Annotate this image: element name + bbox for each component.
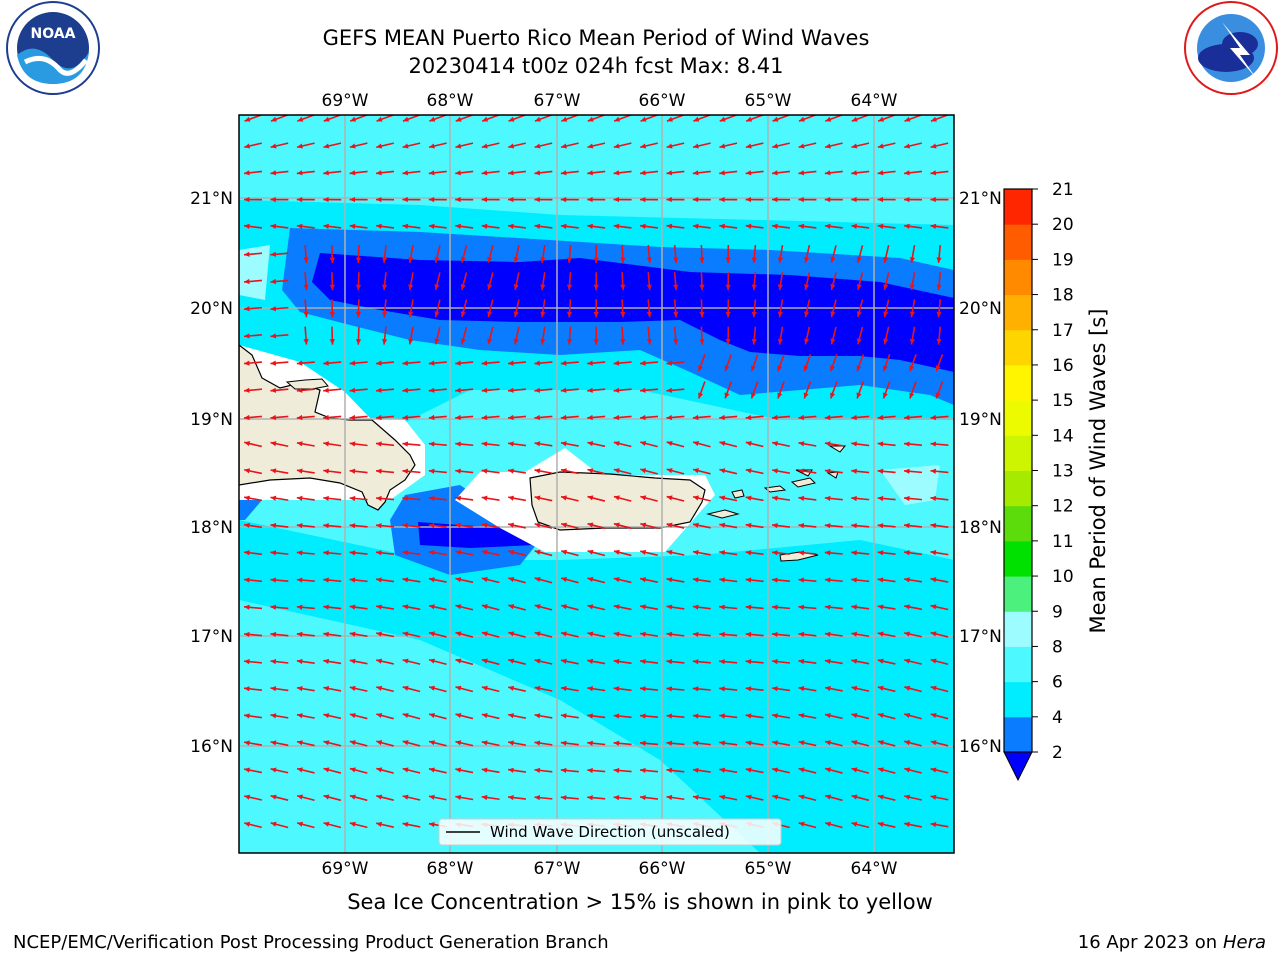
colorbar-tick-label: 18 [1052, 286, 1074, 306]
colorbar: 2 4 6 8 9 10 11 12 13 14 15 16 17 18 19 20 21 [1003, 180, 1074, 782]
footer-credit: NCEP/EMC/Verification Post Processing Pr… [13, 932, 609, 953]
lat-labels-right: 21°N 20°N 19°N 18°N 17°N 16°N [959, 189, 1002, 757]
footer-host: Hera [1222, 932, 1266, 953]
colorbar-swatch [1004, 470, 1032, 507]
sea-ice-note: Sea Ice Concentration > 15% is shown in … [347, 890, 933, 914]
colorbar-under-extension [1003, 751, 1033, 782]
colorbar-tick-label: 6 [1052, 673, 1063, 693]
map-legend: Wind Wave Direction (unscaled) [438, 818, 782, 846]
colorbar-tick-label: 21 [1052, 180, 1074, 200]
map-frame [238, 114, 955, 854]
colorbar-swatch [1004, 540, 1032, 577]
noaa-logo-label: NOAA [31, 26, 76, 42]
colorbar-swatch [1004, 646, 1032, 683]
colorbar-swatch [1004, 505, 1032, 542]
colorbar-tick-label: 4 [1052, 708, 1063, 728]
lat-label: 20°N [190, 299, 233, 319]
footer-date-text: 16 Apr 2023 on [1077, 932, 1223, 953]
lon-label: 64°W [851, 859, 898, 879]
lon-label: 69°W [322, 91, 369, 111]
lon-label: 65°W [745, 859, 792, 879]
colorbar-swatch [1004, 189, 1032, 225]
lon-label: 68°W [427, 859, 474, 879]
colorbar-tick-label: 10 [1052, 567, 1074, 587]
colorbar-tick-label: 13 [1052, 462, 1074, 482]
lon-label: 65°W [745, 91, 792, 111]
nws-logo-icon [1184, 1, 1278, 95]
lon-label: 64°W [851, 91, 898, 111]
lat-label: 16°N [959, 737, 1002, 757]
colorbar-tick-label: 8 [1052, 637, 1063, 657]
colorbar-swatch [1004, 611, 1032, 647]
lon-labels-top: 69°W 68°W 67°W 66°W 65°W 64°W [322, 91, 898, 111]
lat-label: 19°N [190, 410, 233, 430]
lat-label: 18°N [959, 518, 1002, 538]
lon-label: 67°W [534, 859, 581, 879]
colorbar-swatch [1004, 400, 1032, 436]
colorbar-swatch [1004, 364, 1032, 401]
lat-label: 17°N [959, 627, 1002, 647]
colorbar-swatch [1004, 294, 1032, 331]
colorbar-tick-label: 11 [1052, 532, 1074, 552]
colorbar-swatch [1004, 329, 1032, 366]
lat-labels-left: 21°N 20°N 19°N 18°N 17°N 16°N [190, 189, 233, 757]
colorbar-tick-label: 16 [1052, 356, 1074, 376]
colorbar-swatch [1004, 681, 1032, 718]
lat-label: 21°N [959, 189, 1002, 209]
legend-label: Wind Wave Direction (unscaled) [490, 823, 730, 841]
chart-title-line1: GEFS MEAN Puerto Rico Mean Period of Win… [322, 26, 870, 50]
wind-wave-arrows [243, 115, 949, 829]
colorbar-swatch [1004, 576, 1032, 612]
lat-label: 19°N [959, 410, 1002, 430]
chart-title-line2: 20230414 t00z 024h fcst Max: 8.41 [408, 54, 784, 78]
land-tortuga [285, 378, 329, 390]
lat-label: 21°N [190, 189, 233, 209]
lon-label: 69°W [322, 859, 369, 879]
colorbar-label: Mean Period of Wind Waves [s] [1086, 309, 1110, 634]
lon-label: 67°W [534, 91, 581, 111]
colorbar-tick-label: 2 [1052, 743, 1063, 763]
colorbar-tick-label: 12 [1052, 497, 1074, 517]
lon-label: 66°W [639, 859, 686, 879]
colorbar-tick-label: 20 [1052, 215, 1074, 235]
lat-label: 18°N [190, 518, 233, 538]
colorbar-swatch [1004, 224, 1032, 260]
noaa-logo-icon: NOAA [6, 1, 100, 95]
colorbar-swatch [1004, 435, 1032, 471]
colorbar-tick-label: 9 [1052, 602, 1063, 622]
lon-label: 68°W [427, 91, 474, 111]
colorbar-tick-label: 17 [1052, 321, 1074, 341]
colorbar-swatch [1004, 259, 1032, 296]
lon-label: 66°W [639, 91, 686, 111]
lat-label: 16°N [190, 737, 233, 757]
colorbar-tick-label: 15 [1052, 391, 1074, 411]
colorbar-tick-label: 14 [1052, 426, 1074, 446]
period-band-under-2 [312, 253, 954, 372]
lon-labels-bottom: 69°W 68°W 67°W 66°W 65°W 64°W [322, 859, 898, 879]
lat-label: 20°N [959, 299, 1002, 319]
footer-date: 16 Apr 2023 on Hera [1078, 932, 1266, 953]
colorbar-swatch [1004, 716, 1032, 753]
lat-label: 17°N [190, 627, 233, 647]
colorbar-tick-label: 19 [1052, 250, 1074, 270]
